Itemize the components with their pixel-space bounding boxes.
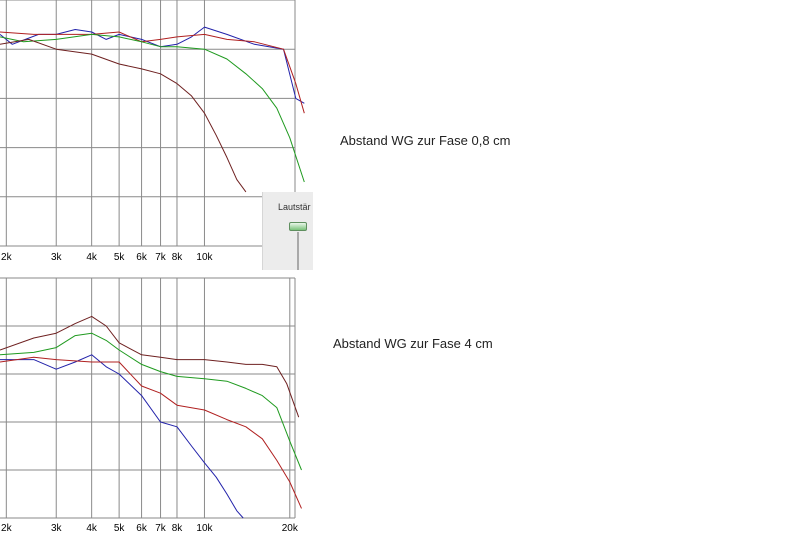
tick-label: 4k [86, 252, 98, 263]
bottom-chart: 2k 3k 4k 5k 6k 7k 8k 10k 20k [0, 277, 302, 534]
series-line-brown [0, 315, 300, 418]
series-line-blue [0, 354, 244, 519]
series-line-blue [0, 26, 305, 104]
tick-label: 5k [114, 252, 126, 263]
tick-label: 6k [136, 523, 148, 534]
tick-label: 8k [172, 523, 184, 534]
volume-panel: Lautstär [262, 192, 313, 270]
tick-label: 2k [1, 523, 13, 534]
series-line-green [0, 33, 305, 183]
tick-label: 7k [155, 523, 167, 534]
tick-label: 3k [51, 523, 63, 534]
tick-label: 8k [172, 252, 184, 263]
caption-bottom: Abstand WG zur Fase 4 cm [333, 336, 493, 351]
tick-label: 7k [155, 252, 167, 263]
series-line-green [0, 332, 302, 471]
tick-label: 4k [86, 523, 98, 534]
volume-label: Lautstär [278, 202, 311, 212]
tick-label: 10k [196, 523, 213, 534]
tick-label: 5k [114, 523, 126, 534]
series-line-red [0, 31, 305, 114]
volume-slider-track[interactable] [297, 232, 299, 270]
volume-slider-thumb[interactable] [289, 222, 307, 231]
tick-label: 2k [1, 252, 13, 263]
tick-label: 10k [196, 252, 213, 263]
series-line-brown [0, 38, 247, 193]
top-chart: 2k 3k 4k 5k 6k 7k 8k 10k [0, 0, 305, 263]
series-line-red [0, 356, 302, 509]
caption-top: Abstand WG zur Fase 0,8 cm [340, 133, 511, 148]
tick-label: 6k [136, 252, 148, 263]
tick-label: 20k [282, 523, 299, 534]
tick-label: 3k [51, 252, 63, 263]
